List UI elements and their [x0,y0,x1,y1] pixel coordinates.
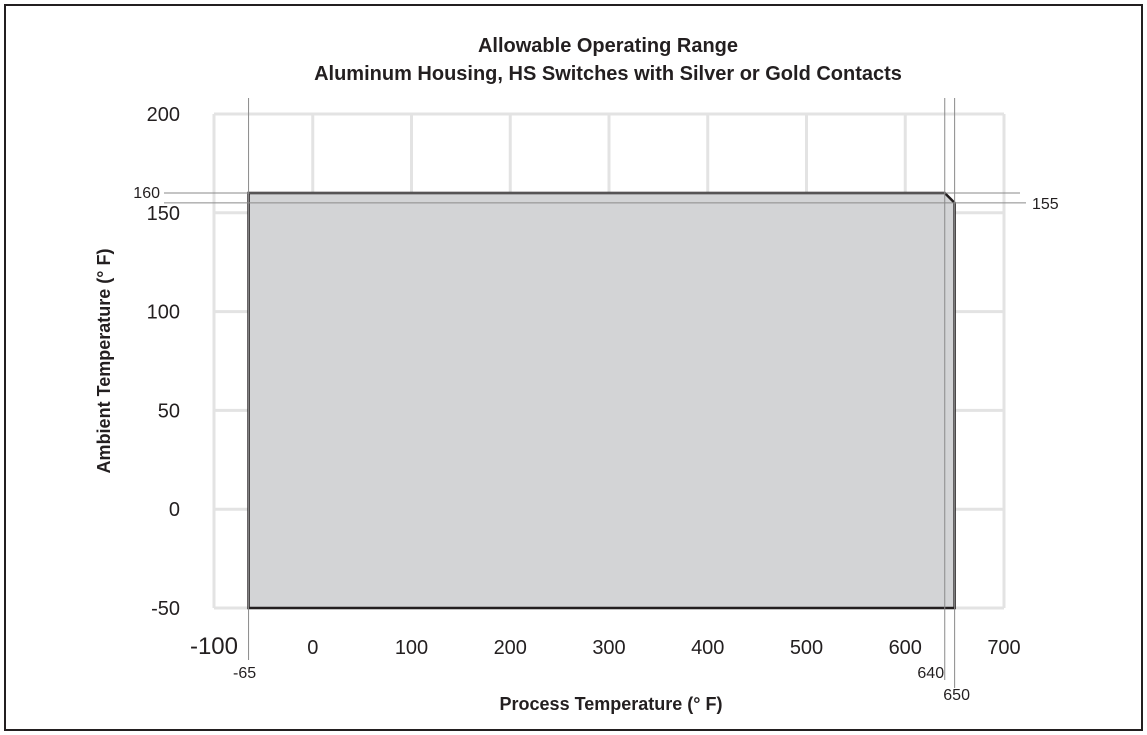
marker-label-x: 640 [917,665,944,682]
tick-labels-layer: -100 0 100 200 300 400 500 600 700 -50 0 50 100 150 20… [147,104,1021,660]
x-tick-label: 400 [691,637,724,659]
marker-label-y: 155 [1032,196,1059,213]
x-tick-label: -100 [190,633,238,660]
x-tick-label: 700 [987,637,1020,659]
x-tick-label: 300 [592,637,625,659]
y-tick-label: 50 [158,400,180,422]
y-tick-label: 0 [169,499,180,521]
chart-subtitle: Aluminum Housing, HS Switches with Silve… [314,63,902,85]
x-tick-label: 100 [395,637,428,659]
y-tick-label: 150 [147,203,180,225]
marker-labels-layer: -65 640 650 160 155 [133,185,1059,704]
marker-label-y: 160 [133,185,160,202]
x-axis-label: Process Temperature (° F) [500,694,723,714]
y-tick-label: 100 [147,302,180,324]
chart-title: Allowable Operating Range [478,35,738,57]
y-axis-label: Ambient Temperature (° F) [94,249,114,474]
operating-region-layer [247,191,956,610]
marker-label-x: -65 [233,665,256,682]
x-tick-label: 0 [307,637,318,659]
y-tick-label: -50 [151,598,180,620]
x-tick-label: 500 [790,637,823,659]
marker-label-x: 650 [943,687,970,704]
reference-lines-layer [164,98,1026,688]
operating-region [247,191,956,610]
x-tick-label: 200 [494,637,527,659]
x-tick-label: 600 [889,637,922,659]
y-tick-label: 200 [147,104,180,126]
